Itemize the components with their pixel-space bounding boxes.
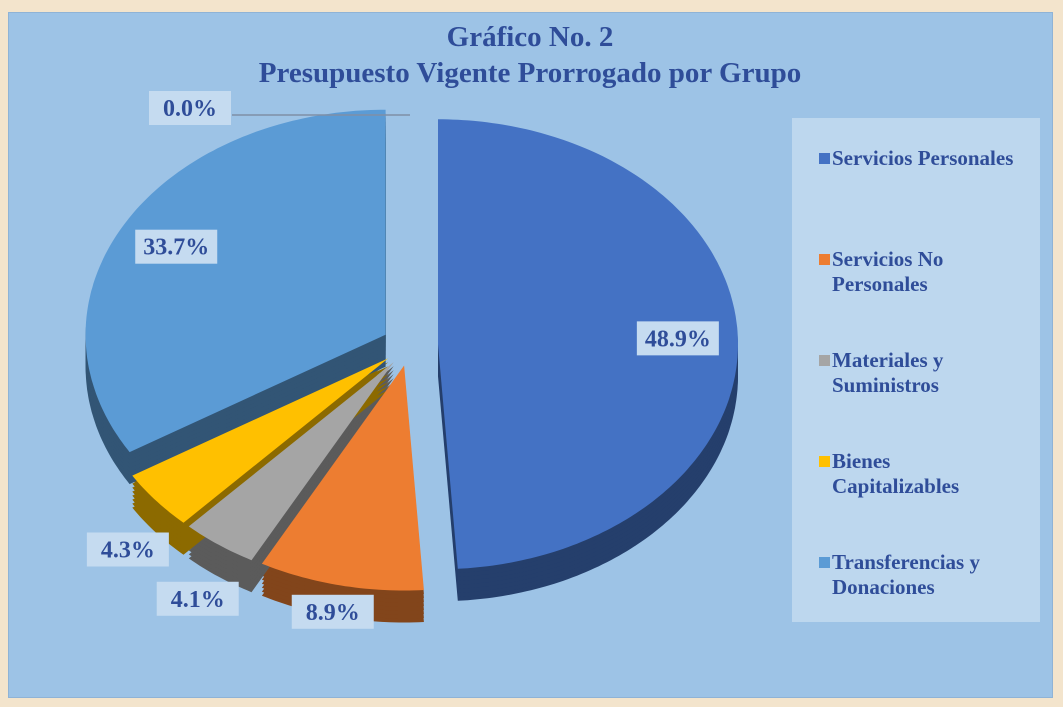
value-label: 33.7% xyxy=(143,235,209,261)
legend-label: Bienes Capitalizables xyxy=(832,449,960,498)
value-label: 8.9% xyxy=(306,600,360,626)
legend-item: Transferencias y Donaciones xyxy=(819,550,1022,651)
chart-title: Gráfico No. 2 xyxy=(447,21,614,53)
value-label-box xyxy=(636,321,719,356)
legend-item: Bienes Capitalizables xyxy=(819,449,1022,550)
value-label: 4.3% xyxy=(101,538,155,564)
legend-label: Materiales y Suministros xyxy=(832,348,944,397)
legend: Servicios Personales Servicios No Persona… xyxy=(792,118,1040,622)
legend-item: Servicios Personales xyxy=(819,146,1022,247)
value-label-box xyxy=(291,594,374,629)
legend-swatch xyxy=(819,557,830,568)
legend-label: Servicios No Personales xyxy=(832,247,944,296)
legend-label: Transferencias y Donaciones xyxy=(832,550,980,599)
slice xyxy=(85,109,386,453)
slice xyxy=(132,358,389,523)
slice xyxy=(188,362,394,561)
legend-swatch xyxy=(819,355,830,366)
value-label-box xyxy=(149,91,231,125)
value-label-box xyxy=(156,581,239,616)
value-label-box xyxy=(86,532,169,567)
slice xyxy=(261,365,424,591)
legend-item: Materiales y Suministros xyxy=(819,348,1022,449)
value-label-box xyxy=(135,229,218,264)
value-label: 48.9% xyxy=(645,326,711,352)
value-label: 4.1% xyxy=(171,587,225,613)
legend-swatch xyxy=(819,153,830,164)
chart-subtitle: Presupuesto Vigente Prorrogado por Grupo xyxy=(259,57,801,89)
legend-item: Servicios No Personales xyxy=(819,247,1022,348)
legend-swatch xyxy=(819,254,830,265)
value-label: 0.0% xyxy=(163,96,217,122)
legend-label: Servicios Personales xyxy=(832,146,1014,170)
legend-swatch xyxy=(819,456,830,467)
slice xyxy=(438,119,738,569)
